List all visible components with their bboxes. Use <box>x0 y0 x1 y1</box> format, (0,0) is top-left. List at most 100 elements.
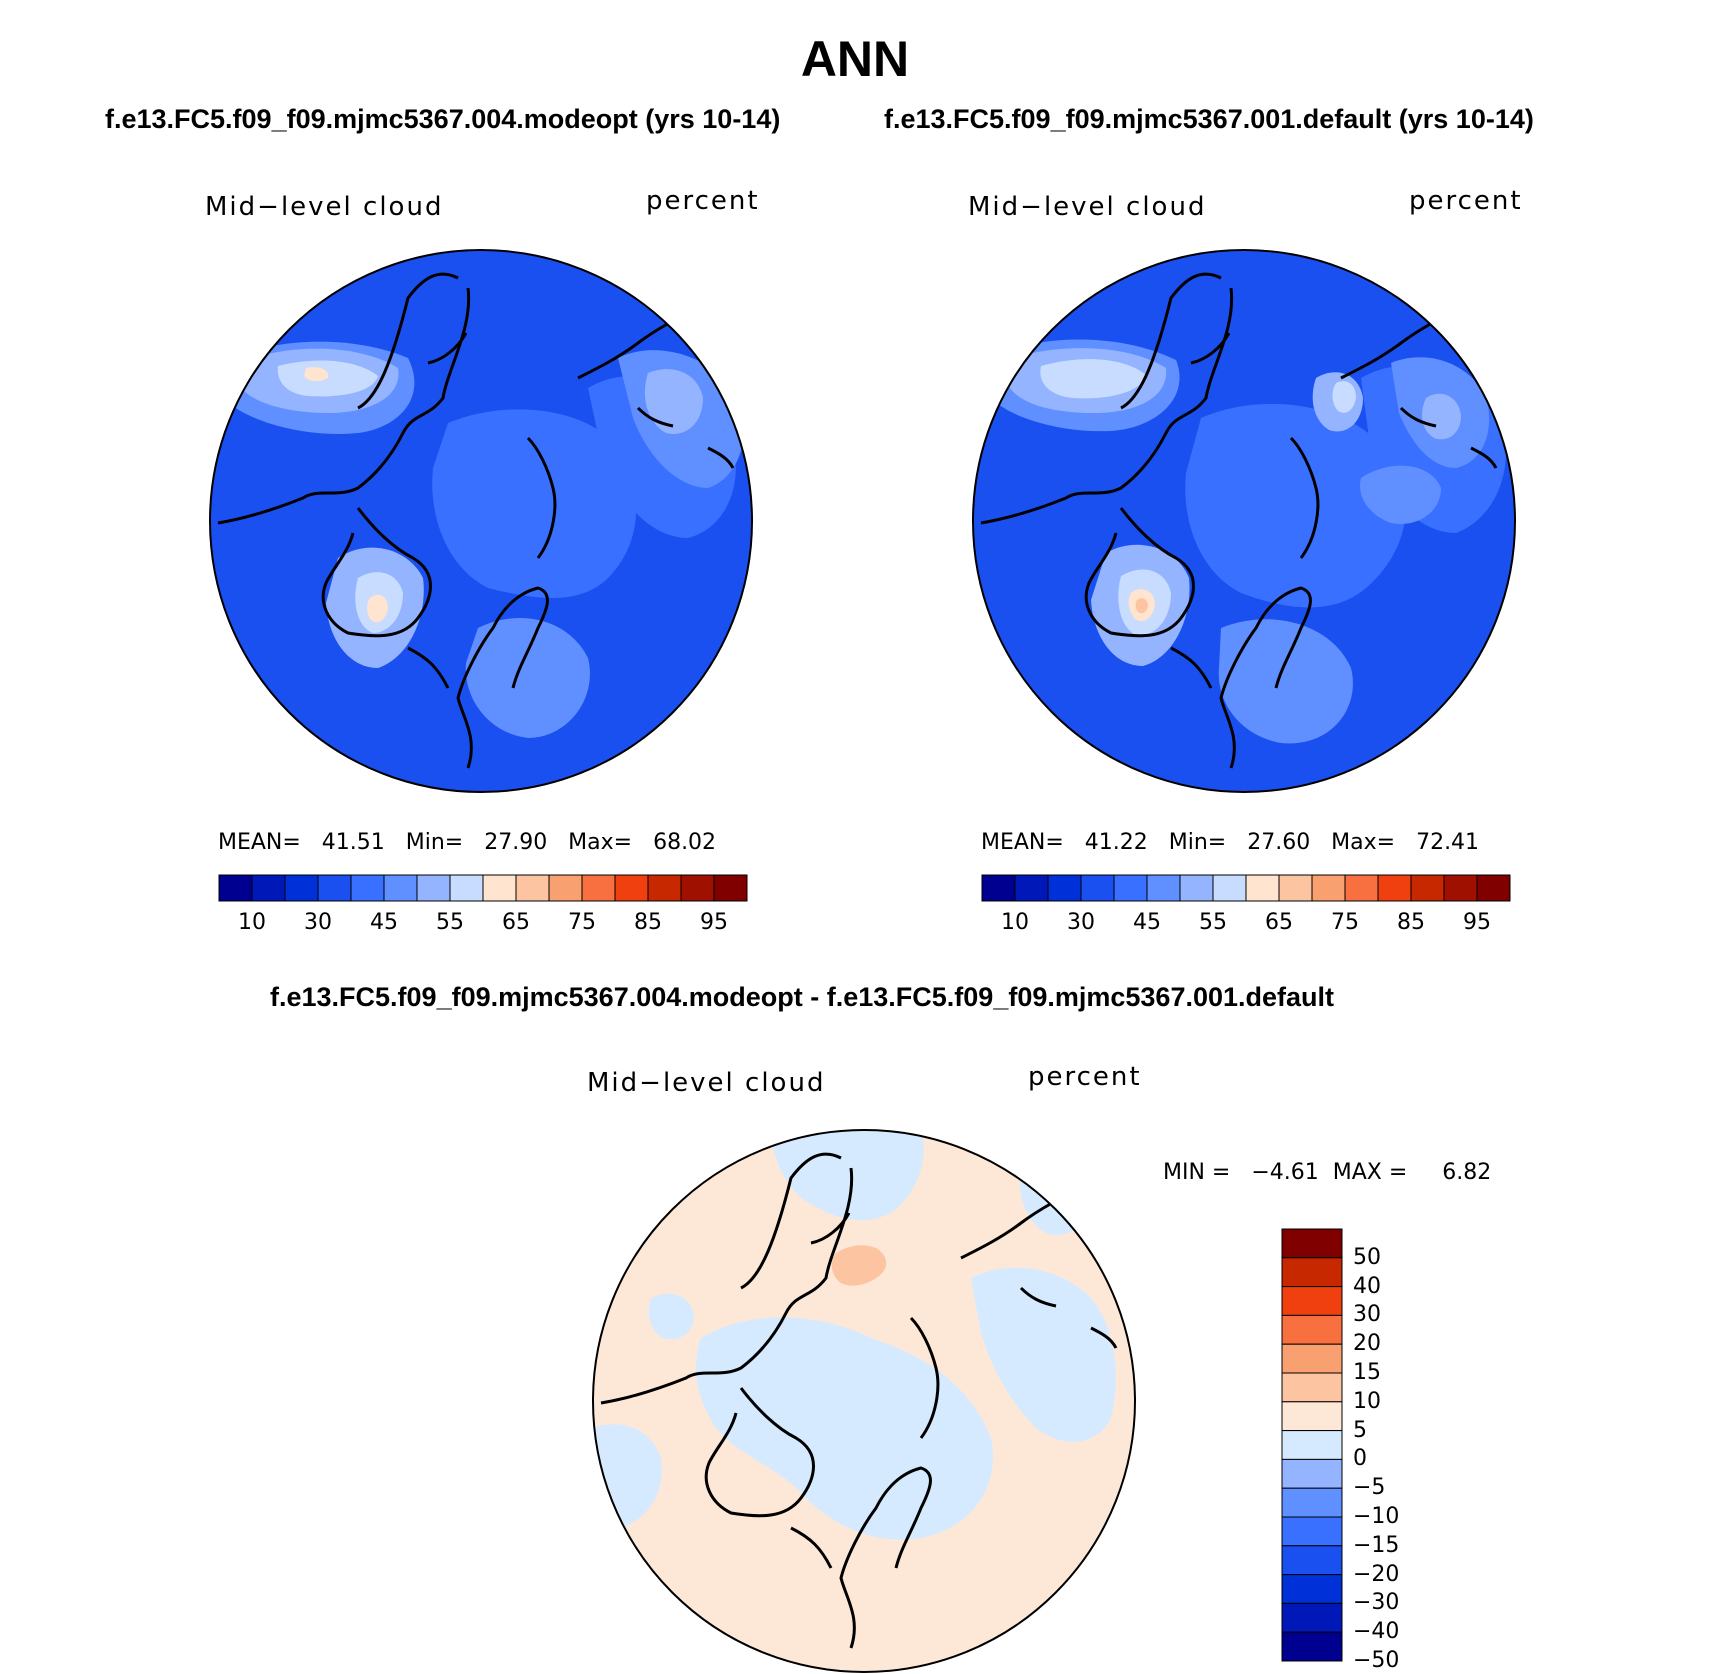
colorbar-tick-label: 30 <box>304 910 332 935</box>
colorbar-tick-label: −30 <box>1353 1590 1400 1616</box>
panel-1-variable-label: Mid−level cloud <box>205 192 444 222</box>
colorbar-swatch <box>1281 1401 1343 1432</box>
colorbar-swatch <box>449 874 484 902</box>
colorbar-swatch <box>680 874 715 902</box>
panel-1-stats: MEAN= 41.51 Min= 27.90 Max= 68.02 <box>218 830 717 855</box>
field-band-55 <box>1040 359 1146 399</box>
colorbar-tick-label: 85 <box>1397 910 1425 935</box>
colorbar-swatch <box>1281 1487 1343 1518</box>
colorbar-swatch <box>1311 874 1346 902</box>
coastline <box>217 272 735 769</box>
colorbar-swatch <box>317 874 352 902</box>
colorbar-swatch <box>1080 874 1115 902</box>
coastline <box>980 272 1498 769</box>
colorbar-swatch <box>1281 1602 1343 1633</box>
colorbar-tick-label: 85 <box>634 910 662 935</box>
colorbar-swatch <box>614 874 649 902</box>
panel-3-units-label: percent <box>1028 1062 1142 1092</box>
colorbar-tick-label: 10 <box>1001 910 1029 935</box>
colorbar-tick-label: −50 <box>1353 1648 1400 1673</box>
colorbar-swatch <box>482 874 517 902</box>
field-band-40 <box>1185 403 1406 608</box>
colorbar-tick-label: 0 <box>1353 1446 1367 1472</box>
colorbar-swatch <box>383 874 418 902</box>
colorbar-tick-label: 5 <box>1353 1417 1367 1443</box>
colorbar-panel-2 <box>981 874 1511 902</box>
panel-1-units-label: percent <box>646 186 760 216</box>
colorbar-swatch <box>1212 874 1247 902</box>
colorbar-tick-label: 95 <box>700 910 728 935</box>
colorbar-tick-label: 30 <box>1353 1302 1381 1328</box>
subtitle-right-case: f.e13.FC5.f09_f09.mjmc5367.001.default (… <box>884 104 1534 134</box>
colorbar-swatch <box>1344 874 1379 902</box>
colorbar-swatch <box>251 874 286 902</box>
field-band-5 <box>831 1245 887 1286</box>
colorbar-tick-label: −5 <box>1353 1475 1386 1501</box>
colorbar-swatch <box>981 874 1016 902</box>
field-band-45-b <box>465 618 590 738</box>
colorbar-tick-label: 95 <box>1463 910 1491 935</box>
colorbar-swatch <box>713 874 748 902</box>
polar-map-1 <box>209 249 753 793</box>
panel-3-variable-label: Mid−level cloud <box>587 1068 826 1098</box>
colorbar-panel-1 <box>218 874 748 902</box>
field-band-65-b <box>304 367 329 382</box>
colorbar-swatch <box>1113 874 1148 902</box>
colorbar-swatch <box>1014 874 1049 902</box>
field-band-45-d <box>1360 465 1441 524</box>
panel-3-stats: MIN = −4.61 MAX = 6.82 <box>1163 1160 1492 1185</box>
colorbar-swatch <box>1245 874 1280 902</box>
colorbar-tick-label: 40 <box>1353 1273 1381 1299</box>
colorbar-tick-label: 10 <box>238 910 266 935</box>
colorbar-swatch <box>1377 874 1412 902</box>
colorbar-swatch <box>548 874 583 902</box>
colorbar-tick-label: 65 <box>502 910 530 935</box>
colorbar-swatch <box>1281 1372 1343 1403</box>
subtitle-left-case: f.e13.FC5.f09_f09.mjmc5367.004.modeopt (… <box>105 104 781 134</box>
colorbar-tick-label: −10 <box>1353 1504 1400 1529</box>
colorbar-swatch <box>581 874 616 902</box>
colorbar-tick-label: 55 <box>1199 910 1227 935</box>
panel-2-units-label: percent <box>1409 186 1523 216</box>
colorbar-tick-label: −40 <box>1353 1619 1400 1645</box>
field-band-minus5-b <box>696 1317 993 1540</box>
colorbar-tick-label: 30 <box>1067 910 1095 935</box>
colorbar-tick-label: 75 <box>568 910 596 935</box>
colorbar-swatch <box>1281 1343 1343 1374</box>
colorbar-swatch <box>515 874 550 902</box>
colorbar-swatch <box>1281 1516 1343 1547</box>
field-band-40 <box>432 409 637 598</box>
field-band-minus5 <box>771 1130 924 1221</box>
colorbar-swatch <box>1281 1257 1343 1288</box>
colorbar-swatch <box>284 874 319 902</box>
colorbar-difference <box>1281 1228 1343 1662</box>
colorbar-tick-label: 45 <box>370 910 398 935</box>
colorbar-swatch <box>1443 874 1478 902</box>
colorbar-swatch <box>1410 874 1445 902</box>
colorbar-swatch <box>1476 874 1511 902</box>
subtitle-difference: f.e13.FC5.f09_f09.mjmc5367.004.modeopt -… <box>270 982 1335 1012</box>
field-band-55-c <box>1332 381 1356 413</box>
colorbar-tick-label: 10 <box>1353 1388 1381 1414</box>
polar-map-difference <box>592 1129 1136 1673</box>
colorbar-swatch <box>1281 1458 1343 1489</box>
colorbar-swatch <box>1179 874 1214 902</box>
colorbar-swatch <box>1146 874 1181 902</box>
colorbar-swatch <box>1281 1545 1343 1576</box>
colorbar-swatch <box>1047 874 1082 902</box>
field-band-50-d <box>1422 393 1461 440</box>
colorbar-tick-label: 45 <box>1133 910 1161 935</box>
colorbar-swatch <box>350 874 385 902</box>
colorbar-swatch <box>416 874 451 902</box>
colorbar-swatch <box>1281 1314 1343 1345</box>
coastline <box>600 1152 1118 1649</box>
field-band-55 <box>277 360 378 397</box>
field-band-70 <box>1135 598 1148 614</box>
field-band-minus5-e <box>648 1293 694 1340</box>
colorbar-tick-label: 55 <box>436 910 464 935</box>
colorbar-swatch <box>218 874 253 902</box>
colorbar-swatch <box>1281 1286 1343 1316</box>
colorbar-swatch <box>647 874 682 902</box>
colorbar-swatch <box>1278 874 1313 902</box>
colorbar-swatch <box>1281 1228 1343 1259</box>
